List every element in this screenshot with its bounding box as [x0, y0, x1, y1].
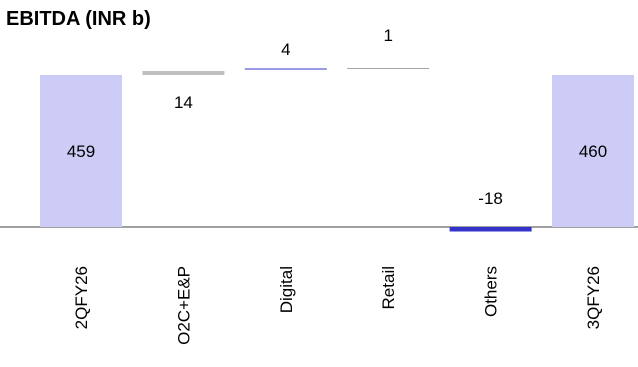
bar-others: [449, 227, 532, 232]
data-label-retail: 1: [383, 26, 392, 45]
tick-label-retail: Retail: [379, 266, 398, 309]
tick-label-3qfy26: 3QFY26: [584, 266, 603, 329]
bar-3qfy26: [552, 75, 634, 227]
bar-o2c-e-p: [142, 71, 225, 75]
bar-retail: [347, 68, 430, 69]
tick-label-others: Others: [482, 266, 501, 317]
data-label-3qfy26: 460: [579, 142, 607, 161]
bar-digital: [244, 68, 327, 70]
data-label-others: -18: [478, 189, 503, 208]
data-label-o2c-e-p: 14: [174, 93, 193, 112]
data-label-2qfy26: 459: [67, 142, 95, 161]
data-label-digital: 4: [281, 40, 290, 59]
chart-title: EBITDA (INR b): [6, 8, 151, 30]
tick-label-o2c-e-p: O2C+E&P: [174, 266, 193, 345]
tick-label-digital: Digital: [277, 266, 296, 313]
tick-label-2qfy26: 2QFY26: [72, 266, 91, 329]
bar-2qfy26: [40, 75, 122, 227]
